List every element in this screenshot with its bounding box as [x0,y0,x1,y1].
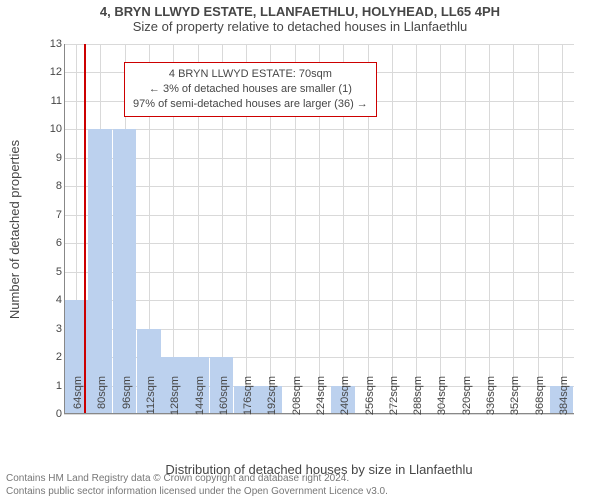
x-tick: 128sqm [169,376,181,420]
x-tick: 144sqm [194,376,206,420]
histogram-bar [113,129,137,414]
y-tick: 10 [34,123,62,135]
y-tick: 3 [34,323,62,335]
y-tick: 11 [34,95,62,107]
annotation-line: ← 3% of detached houses are smaller (1) [133,82,368,97]
x-tick: 112sqm [145,376,157,420]
y-tick: 7 [34,209,62,221]
x-tick: 320sqm [461,376,473,420]
x-tick: 80sqm [96,376,108,420]
x-tick: 272sqm [388,376,400,420]
x-tick: 352sqm [509,376,521,420]
x-tick: 384sqm [558,376,570,420]
histogram-bar [88,129,112,414]
y-axis-line [64,44,65,414]
y-axis-label: Number of detached properties [0,44,30,414]
annotation-box: 4 BRYN LLWYD ESTATE: 70sqm← 3% of detach… [124,62,377,117]
x-tick: 336sqm [485,376,497,420]
annotation-line: 97% of semi-detached houses are larger (… [133,97,368,112]
x-tick: 96sqm [121,376,133,420]
title-line1: 4, BRYN LLWYD ESTATE, LLANFAETHLU, HOLYH… [0,4,600,19]
x-tick: 64sqm [72,376,84,420]
x-tick: 192sqm [266,376,278,420]
y-tick: 12 [34,66,62,78]
y-tick: 9 [34,152,62,164]
footer-line2: Contains public sector information licen… [6,486,388,499]
footer-line1: Contains HM Land Registry data © Crown c… [6,473,388,486]
y-tick: 5 [34,266,62,278]
x-tick: 176sqm [242,376,254,420]
footer-attribution: Contains HM Land Registry data © Crown c… [6,473,388,498]
y-tick: 2 [34,351,62,363]
title-line2: Size of property relative to detached ho… [0,19,600,34]
x-tick: 224sqm [315,376,327,420]
chart-titles: 4, BRYN LLWYD ESTATE, LLANFAETHLU, HOLYH… [0,0,600,34]
y-tick: 13 [34,38,62,50]
x-tick: 160sqm [218,376,230,420]
annotation-line: 4 BRYN LLWYD ESTATE: 70sqm [133,67,368,82]
plot-area: 64sqm80sqm96sqm112sqm128sqm144sqm160sqm1… [64,44,574,414]
y-tick: 6 [34,237,62,249]
y-tick: 8 [34,180,62,192]
y-tick: 4 [34,294,62,306]
x-tick: 240sqm [339,376,351,420]
x-tick: 208sqm [291,376,303,420]
x-tick: 288sqm [412,376,424,420]
y-tick: 0 [34,408,62,420]
x-tick: 256sqm [364,376,376,420]
y-tick: 1 [34,380,62,392]
subject-vline [84,44,86,414]
x-tick: 368sqm [534,376,546,420]
x-tick: 304sqm [436,376,448,420]
